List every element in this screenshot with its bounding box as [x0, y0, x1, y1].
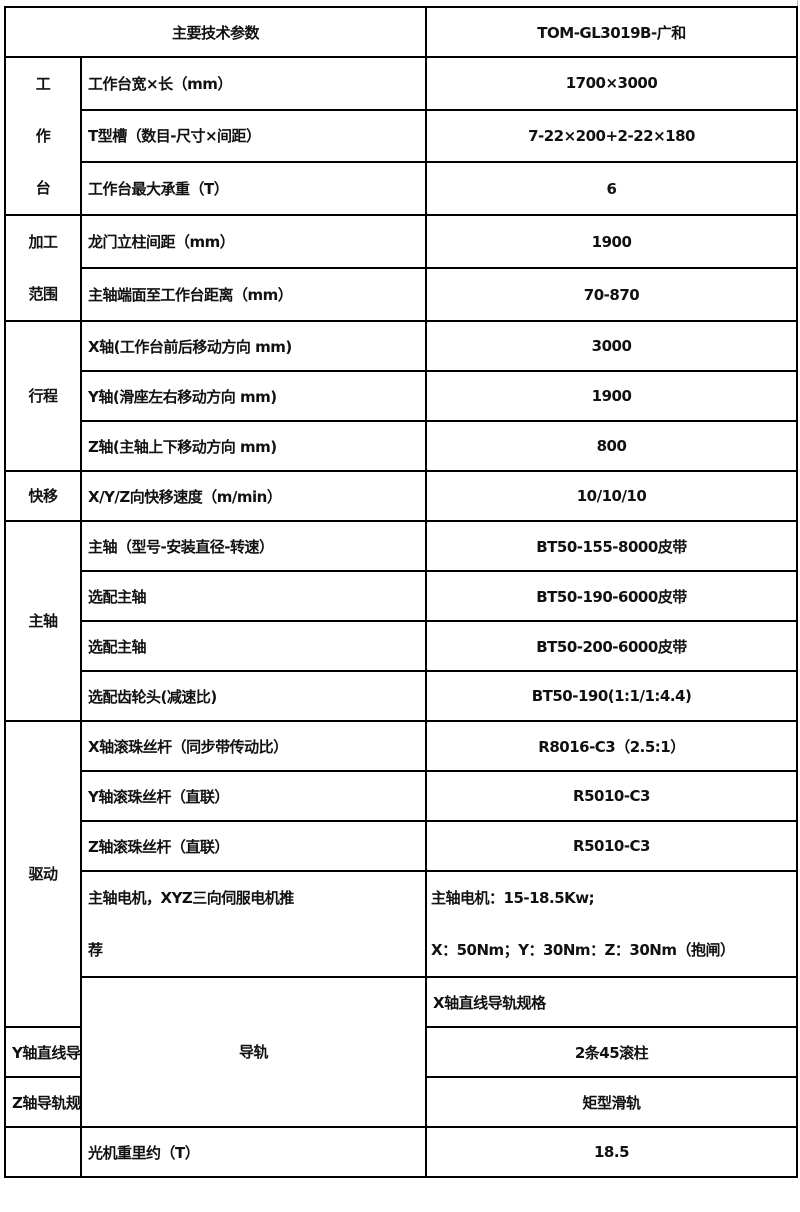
table-row: 工作台最大承重（T） 6 [5, 161, 799, 216]
param-name: 龙门立柱间距（mm） [79, 214, 428, 269]
table-row: 加工 范围 龙门立柱间距（mm） 1900 [4, 214, 799, 322]
table-row: 工作台工作台宽×长（mm） 1700×3000 [4, 56, 799, 216]
param-value: 800 [425, 420, 799, 472]
param-value: 18.5 [425, 1126, 799, 1178]
param-name: Z轴滚珠丝杆（直联） [79, 820, 428, 872]
param-name: 选配齿轮头(减速比) [79, 670, 428, 722]
param-name: Y轴滚珠丝杆（直联） [79, 770, 428, 822]
param-value: 10/10/10 [425, 470, 799, 522]
param-value: 1900 [425, 214, 799, 269]
param-name: Y轴(滑座左右移动方向 mm) [79, 370, 428, 422]
table-row: 快移 X/Y/Z向快移速度（m/min） 10/10/10 [4, 470, 799, 522]
param-value: 7-22×200+2-22×180 [425, 108, 799, 164]
param-name: 主轴（型号-安装直径-转速） [79, 520, 428, 572]
param-value: R8016-C3（2.5:1） [425, 720, 799, 772]
table-row: Z轴(主轴上下移动方向 mm) 800 [5, 420, 799, 472]
param-value: 2条45滚柱 [425, 1026, 799, 1078]
param-value: BT50-190(1:1/1:4.4) [425, 670, 799, 722]
param-value: R5010-C3 [425, 770, 799, 822]
param-value: 6 [425, 161, 799, 216]
table-row: 导轨X轴直线导轨规格2条45滚柱（可选55） [5, 976, 799, 1128]
table-row: 主轴 主轴（型号-安装直径-转速） BT50-155-8000皮带 [4, 520, 799, 722]
category-label: 台 [35, 179, 51, 197]
category-cell: 导轨 [79, 976, 428, 1128]
param-value: 70-870 [425, 267, 799, 322]
param-value: BT50-200-6000皮带 [425, 620, 799, 672]
table-row: Z轴导轨规格 矩型滑轨 [4, 1076, 799, 1128]
category-cell: 工作台 [4, 56, 82, 216]
param-name: Z轴(主轴上下移动方向 mm) [79, 420, 428, 472]
param-value-line: X：50Nm；Y：30Nm：Z：30Nm（抱闸） [431, 941, 735, 959]
param-name: X轴直线导轨规格 [425, 976, 799, 1028]
category-cell: 加工 范围 [4, 214, 82, 322]
table-row: 光机重里约（T） 18.5 [4, 1126, 799, 1178]
param-name: X/Y/Z向快移速度（m/min） [79, 470, 428, 522]
category-label: 范围 [28, 285, 58, 303]
category-label: 导轨 [239, 1043, 269, 1061]
category-cell [4, 1126, 82, 1178]
category-label: 加工 [28, 233, 58, 251]
param-name: 选配主轴 [79, 620, 428, 672]
param-name: Y轴直线导轨规格 [4, 1026, 82, 1078]
category-label: 主轴 [28, 612, 58, 630]
table-row: 主轴端面至工作台距离（mm） 70-870 [5, 267, 799, 322]
table-row: Z轴滚珠丝杆（直联） R5010-C3 [5, 820, 799, 872]
table-row: 选配主轴 BT50-190-6000皮带 [5, 570, 799, 622]
page-edge-mark [797, 0, 798, 16]
param-value: 1700×3000 [425, 56, 799, 111]
header-model: TOM-GL3019B-广和 [425, 6, 799, 58]
param-name-line: 主轴电机，XYZ三向伺服电机推 [88, 889, 294, 907]
param-name: 主轴电机，XYZ三向伺服电机推荐 [79, 870, 428, 978]
category-label: 作 [35, 127, 51, 145]
category-cell: 驱动 [4, 720, 82, 1028]
category-cell: 主轴 [4, 520, 82, 722]
category-label: 工 [35, 75, 51, 93]
param-name-line: 荐 [88, 941, 103, 959]
param-value: 主轴电机：15-18.5Kw; X：50Nm；Y：30Nm：Z：30Nm（抱闸） [425, 870, 799, 978]
param-name: T型槽（数目-尺寸×间距） [79, 108, 428, 164]
table-row: 选配主轴 BT50-200-6000皮带 [5, 620, 799, 672]
param-name: Z轴导轨规格 [4, 1076, 82, 1128]
param-name: 光机重里约（T） [79, 1126, 428, 1178]
category-cell: 快移 [4, 470, 82, 522]
table-row: 驱动 X轴滚珠丝杆（同步带传动比） R8016-C3（2.5:1） [4, 720, 799, 1028]
table-row: T型槽（数目-尺寸×间距） 7-22×200+2-22×180 [5, 108, 799, 164]
param-name: 选配主轴 [79, 570, 428, 622]
table-row: Y轴滚珠丝杆（直联） R5010-C3 [5, 770, 799, 822]
param-value: 矩型滑轨 [425, 1076, 799, 1128]
param-name: 工作台最大承重（T） [79, 161, 428, 216]
param-value: 3000 [425, 320, 799, 372]
param-value: 1900 [425, 370, 799, 422]
table-row: 行程 X轴(工作台前后移动方向 mm) 3000 [4, 320, 799, 472]
param-name: 工作台宽×长（mm） [79, 56, 428, 111]
category-cell: 行程 [4, 320, 82, 472]
param-name: X轴滚珠丝杆（同步带传动比） [79, 720, 428, 772]
param-name: X轴(工作台前后移动方向 mm) [79, 320, 428, 372]
table-row: 主轴电机，XYZ三向伺服电机推荐主轴电机：15-18.5Kw; X：50Nm；Y：… [5, 870, 799, 978]
param-value-line: 主轴电机：15-18.5Kw; [431, 889, 595, 907]
category-label: 驱动 [28, 865, 58, 883]
table-row: Y轴(滑座左右移动方向 mm) 1900 [5, 370, 799, 422]
param-name: 主轴端面至工作台距离（mm） [79, 267, 428, 322]
spec-table: 主要技术参数 TOM-GL3019B-广和 工作台工作台宽×长（mm） 1700×… [3, 6, 799, 1178]
table-row: Y轴直线导轨规格 2条45滚柱 [4, 1026, 799, 1078]
param-value: BT50-155-8000皮带 [425, 520, 799, 572]
table-row: 选配齿轮头(减速比) BT50-190(1:1/1:4.4) [5, 670, 799, 722]
category-label: 行程 [28, 387, 58, 405]
table-header-row: 主要技术参数 TOM-GL3019B-广和 [3, 6, 799, 58]
category-label: 快移 [28, 487, 58, 505]
param-value: BT50-190-6000皮带 [425, 570, 799, 622]
param-value: R5010-C3 [425, 820, 799, 872]
header-param: 主要技术参数 [3, 6, 428, 58]
